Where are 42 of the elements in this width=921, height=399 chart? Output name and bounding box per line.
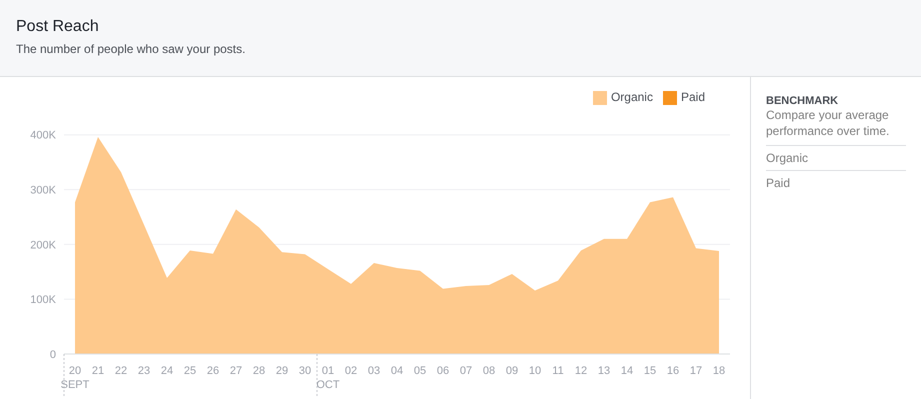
text: Compare your average performance over time.	[766, 107, 906, 146]
x-tick-label: 11	[552, 365, 564, 377]
chart-subtitle: The number of people who saw your posts.	[16, 42, 246, 56]
x-tick-label: 30	[298, 365, 312, 377]
y-tick-label: 200K	[30, 239, 57, 252]
x-tick-label: 23	[138, 365, 150, 377]
x-tick-label: 02	[344, 365, 358, 377]
x-tick-label: 27	[230, 365, 242, 377]
legend-label: Paid	[680, 90, 705, 104]
x-tick-label: 29	[276, 365, 288, 377]
x-tick-label: 24	[160, 365, 174, 377]
x-tick-label: 07	[460, 365, 472, 377]
x-tick-label: 14	[620, 365, 634, 377]
x-tick-label: 16	[666, 365, 680, 377]
x-tick-label: 18	[712, 365, 726, 377]
x-tick-label: 08	[482, 365, 496, 377]
x-tick-label: 05	[414, 365, 426, 377]
y-tick-label: 100K	[30, 294, 57, 306]
x-tick-label: 15	[644, 365, 656, 377]
chart-title: Post Reach	[16, 18, 99, 36]
text: BENCHMARK	[766, 95, 840, 107]
x-tick-label: 09	[506, 365, 518, 377]
legend-label: Organic	[610, 90, 653, 104]
x-tick-label: 25	[184, 365, 196, 377]
text: Paid	[766, 175, 792, 192]
x-tick-label: 26	[206, 365, 220, 377]
y-tick-label: 300K	[30, 184, 57, 197]
y-tick-label: 0	[50, 348, 56, 361]
x-tick-label: 17	[690, 365, 702, 377]
x-tick-label: 13	[598, 365, 610, 377]
x-tick-label: 28	[252, 365, 266, 377]
x-tick-label: 04	[390, 365, 404, 377]
y-tick-label: 400K	[30, 130, 57, 142]
x-tick-label: 12	[574, 365, 588, 377]
x-tick-label: 06	[436, 365, 450, 377]
x-tick-label: 01 OCT	[316, 365, 340, 391]
x-tick-label: 22	[114, 365, 128, 377]
x-tick-label: 21	[92, 365, 104, 377]
text: Organic	[766, 146, 906, 171]
x-tick-label: 10	[528, 365, 542, 377]
x-tick-label: 03	[368, 365, 380, 377]
x-tick-label: 20 SEPT	[60, 365, 90, 391]
